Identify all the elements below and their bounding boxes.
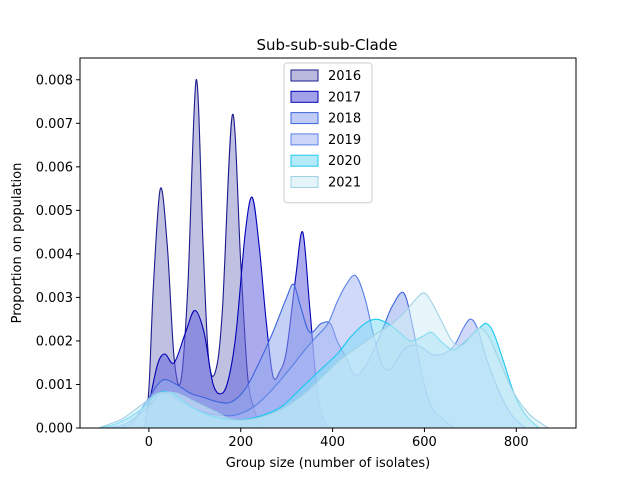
plot-frame (79, 57, 577, 429)
legend-label: 2018 (328, 112, 361, 127)
series-2016 (143, 79, 262, 428)
legend-label: 2020 (328, 154, 361, 169)
chart-title: Sub-sub-sub-Clade (256, 36, 397, 54)
x-tick-label: 600 (412, 435, 437, 450)
y-axis: 0.000 0.001 0.002 0.003 0.004 0.005 0.006 0.007… (36, 73, 80, 437)
legend-item-2020: 2020 (290, 154, 361, 169)
legend-swatch (290, 133, 319, 146)
series-layer (98, 79, 549, 428)
legend-swatch (290, 90, 319, 103)
series-2021 (98, 292, 549, 428)
legend-label: 2017 (328, 90, 361, 105)
x-tick-label: 400 (320, 435, 345, 450)
y-tick-label: 0.008 (36, 73, 73, 88)
density-line-2021 (98, 292, 549, 428)
x-tick-label: 800 (504, 435, 529, 450)
y-tick-label: 0.005 (36, 204, 73, 219)
legend-swatch (290, 154, 319, 167)
legend-swatch (290, 176, 319, 188)
legend-swatch (290, 112, 319, 125)
x-tick-label: 0 (145, 435, 153, 450)
legend-item-2021: 2021 (290, 176, 361, 191)
legend: 2016 2017 2018 2019 2020 2021 (283, 62, 373, 204)
legend-label: 2016 (328, 69, 361, 84)
density-area-2016 (144, 79, 262, 428)
y-tick-label: 0.003 (36, 291, 73, 306)
legend-item-2016: 2016 (290, 69, 361, 84)
density-line-2017 (143, 196, 331, 428)
y-tick-label: 0.000 (36, 422, 73, 437)
y-axis-label: Proportion on population (10, 163, 25, 324)
y-tick-label: 0.004 (36, 247, 73, 262)
legend-item-2019: 2019 (290, 133, 361, 148)
legend-item-2017: 2017 (290, 90, 361, 105)
legend-label: 2019 (328, 133, 361, 148)
density-area-2021 (98, 292, 549, 428)
legend-swatch (290, 69, 319, 82)
x-axis: 0 200 400 600 800 (145, 428, 529, 450)
y-tick-label: 0.001 (36, 378, 73, 393)
density-line-2018 (112, 283, 455, 428)
y-tick-label: 0.006 (36, 160, 73, 175)
y-tick-label: 0.007 (36, 117, 73, 132)
density-line-2016 (143, 79, 262, 428)
y-tick-label: 0.002 (36, 334, 73, 349)
x-tick-label: 200 (228, 435, 253, 450)
legend-label: 2021 (328, 176, 361, 191)
x-axis-label: Group size (number of isolates) (226, 456, 431, 471)
legend-item-2018: 2018 (290, 112, 361, 127)
